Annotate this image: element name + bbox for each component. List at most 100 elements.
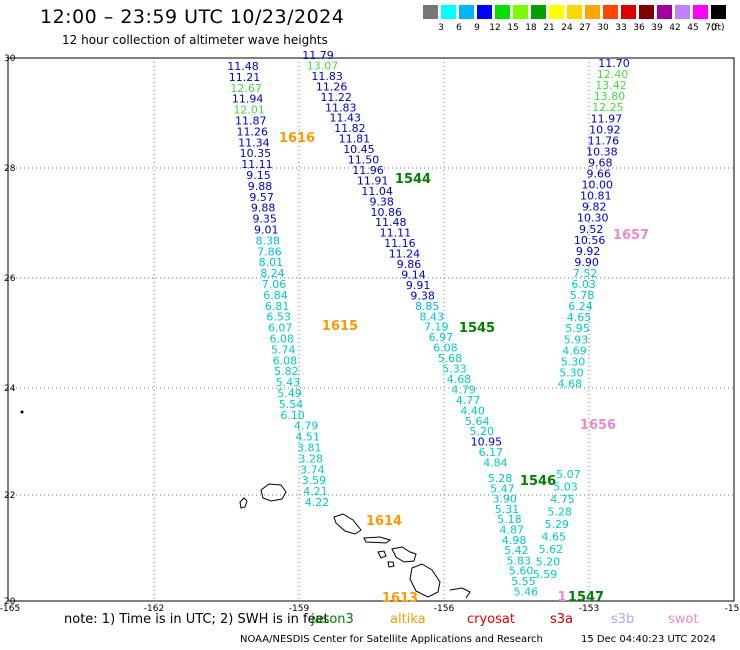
wave-height-value: 5.29	[544, 518, 569, 531]
wave-height-value: 5.28	[547, 506, 572, 519]
wave-height-value: 11.81	[339, 133, 371, 146]
wave-height-value: 9.52	[579, 223, 604, 236]
pass-number-label: 1657	[613, 228, 649, 243]
lat-tick-label: 22	[4, 491, 15, 501]
wave-height-value: 11.76	[588, 134, 620, 147]
wave-height-value: 4.79	[294, 420, 319, 433]
wave-height-value: 10.45	[343, 143, 375, 156]
legend-swatch	[441, 5, 456, 19]
legend-swatch	[495, 5, 510, 19]
wave-height-value: 7.52	[573, 267, 598, 280]
wave-height-value: 5.55	[511, 575, 536, 588]
wave-height-value: 11.83	[311, 70, 343, 83]
lat-tick-label: 30	[4, 54, 16, 64]
wave-height-value: 6.08	[273, 354, 298, 367]
wave-height-value: 4.22	[305, 496, 330, 509]
page-title: 12:00 – 23:59 UTC 10/23/2024	[40, 6, 345, 28]
wave-height-value: 4.69	[562, 344, 587, 357]
legend-tick-label: 45	[687, 23, 699, 33]
wave-height-value: 9.82	[582, 201, 607, 214]
wave-height-value: 11.34	[238, 136, 270, 149]
legend-swatch	[585, 5, 600, 19]
wave-height-value: 13.07	[307, 59, 339, 72]
wave-height-value: 5.30	[561, 355, 586, 368]
wave-height-value: 11.96	[352, 164, 384, 177]
pass-number-label: 1616	[279, 131, 315, 146]
wave-height-value: 11.70	[598, 57, 630, 70]
wave-height-value: 5.78	[570, 289, 595, 302]
legend-tick-label: 27	[579, 23, 591, 33]
wave-height-value: 9.38	[410, 289, 435, 302]
legend-swatch	[423, 5, 438, 19]
wave-height-value: 11.22	[320, 91, 352, 104]
wave-height-value: 8.24	[260, 267, 285, 280]
island-maui	[391, 546, 417, 563]
wave-height-value: 7.19	[424, 321, 449, 334]
legend-swatch	[567, 5, 582, 19]
page-subtitle: 12 hour collection of altimeter wave hei…	[62, 33, 328, 47]
track-middle: 11.7913.0711.8311.2611.2211.8311.4311.82…	[302, 49, 538, 598]
track-east: 11.7012.4013.4213.8012.2511.9710.9211.76…	[533, 57, 630, 581]
footer-credit: NOAA/NESDIS Center for Satellite Applica…	[240, 634, 543, 645]
island-nihoa	[20, 410, 24, 414]
legend-tick-label: 24	[561, 23, 573, 33]
island-lanai	[377, 550, 387, 559]
wave-height-value: 6.07	[268, 322, 293, 335]
legend-tick-label: 30	[597, 23, 609, 33]
wave-height-value: 6.24	[568, 300, 593, 313]
wave-height-value: 8.01	[259, 256, 284, 269]
wave-height-value: 9.90	[574, 256, 599, 269]
wave-height-value: 9.92	[576, 245, 601, 258]
wave-height-value: 11.91	[357, 174, 389, 187]
wave-height-value: 11.26	[237, 125, 269, 138]
wave-height-value: 5.03	[553, 481, 578, 494]
lat-tick-label: 20	[4, 597, 16, 607]
lon-tick-label: -156	[434, 604, 455, 614]
pass-number-label: 1544	[395, 172, 431, 187]
wave-height-value: 10.38	[586, 145, 618, 158]
wave-height-value: 9.68	[588, 156, 613, 169]
legend-unit: (ft)	[711, 23, 725, 33]
wave-height-value: 9.35	[252, 213, 277, 226]
wave-height-value: 10.81	[580, 190, 612, 203]
lon-tick-label: -153	[579, 604, 599, 614]
wave-height-value: 5.49	[277, 387, 302, 400]
wave-height-value: 9.15	[246, 169, 271, 182]
pass-labels: 1616 1615 1614 1613 1544 1545 1546 1547 1657 1656…	[279, 131, 649, 606]
coastline-east	[449, 587, 471, 599]
wave-height-value: 11.82	[334, 122, 366, 135]
legend-swatch	[711, 5, 726, 19]
wave-height-value: 11.87	[235, 115, 267, 128]
legend-swatch	[513, 5, 528, 19]
wave-height-value: 10.00	[582, 179, 614, 192]
altimeter-tracks: 11.4811.2112.6711.9412.0111.8711.2611.34…	[227, 49, 630, 598]
pass-number-label: 1545	[459, 321, 495, 336]
lon-tick-label: -159	[289, 604, 310, 614]
lon-tick-label: -162	[144, 604, 164, 614]
wave-height-value: 4.51	[295, 431, 320, 444]
wave-height-value: 9.88	[251, 202, 276, 215]
wave-height-value: 10.35	[240, 147, 272, 160]
legend-tick-label: 3	[438, 23, 444, 33]
wave-height-value: 6.53	[266, 311, 291, 324]
wave-height-value: 9.88	[248, 180, 273, 193]
wave-height-value: 12.25	[592, 101, 624, 114]
wave-height-value: 4.21	[303, 485, 328, 498]
legend-tick-label: 12	[489, 23, 501, 33]
axis-labels: -165 -162 -159 -156 -153 -15 30 28 26 24 22 20	[0, 54, 739, 614]
pass-number-label: 1547	[568, 590, 604, 605]
wave-height-value: 11.11	[380, 227, 412, 240]
map-frame	[7, 57, 735, 602]
island-kauai	[260, 483, 287, 502]
wave-height-value: 11.79	[302, 49, 334, 62]
legend-swatch	[549, 5, 564, 19]
wave-height-value: 11.24	[389, 248, 421, 261]
wave-height-value: 4.40	[460, 404, 485, 417]
pass-number-label: 1613	[382, 591, 418, 606]
wave-height-value: 11.50	[348, 154, 380, 167]
pass-number-label: 1615	[322, 319, 358, 334]
wave-height-value: 5.93	[564, 333, 589, 346]
wave-height-value: 12.01	[233, 104, 265, 117]
wave-height-value: 4.75	[550, 493, 575, 506]
wave-height-value: 8.43	[420, 310, 445, 323]
